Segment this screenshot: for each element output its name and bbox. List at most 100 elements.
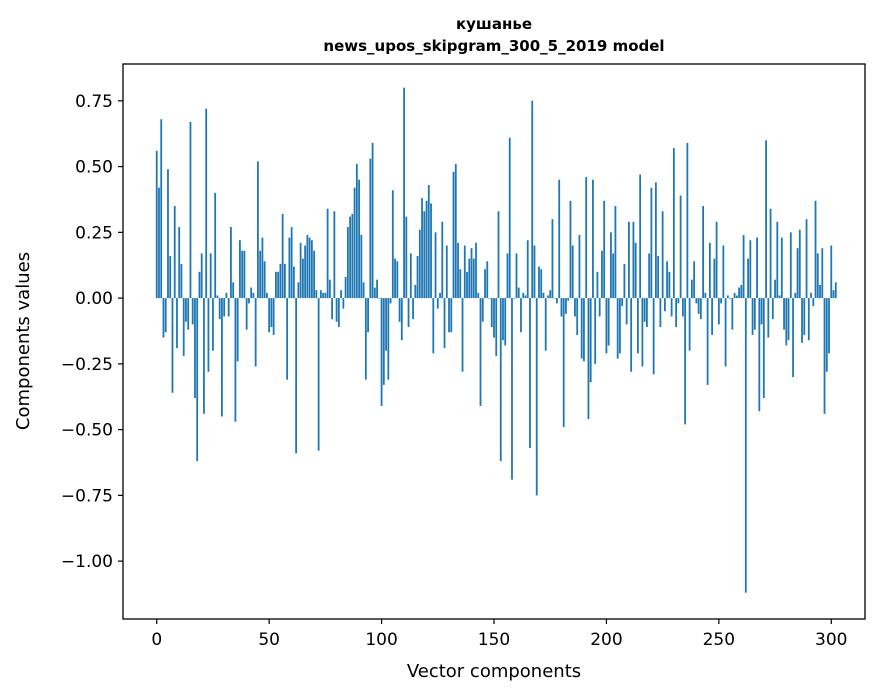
bar-component-41: [248, 298, 250, 304]
bar-component-83: [342, 298, 345, 309]
y-tick-label: −1.00: [61, 552, 113, 572]
bar-component-148: [488, 298, 491, 299]
bar-component-297: [823, 298, 826, 414]
bar-component-204: [614, 206, 617, 299]
bar-component-92: [362, 282, 365, 299]
bar-component-43: [252, 292, 255, 299]
bar-component-257: [733, 292, 736, 299]
bar-component-156: [506, 253, 509, 299]
bar-component-180: [560, 298, 563, 317]
bar-component-112: [407, 298, 410, 328]
bar-component-174: [547, 295, 549, 299]
bar-component-46: [259, 250, 262, 299]
bar-component-163: [522, 292, 525, 299]
bar-component-249: [715, 221, 718, 299]
bar-component-4: [164, 298, 167, 333]
bar-component-176: [551, 219, 554, 299]
bar-component-168: [533, 245, 536, 299]
y-tick-label: −0.25: [61, 355, 113, 375]
y-axis-label: Components values: [13, 252, 34, 430]
bar-component-185: [571, 245, 574, 299]
bar-component-31: [225, 292, 228, 299]
bar-component-289: [805, 219, 808, 299]
bar-component-138: [466, 271, 468, 299]
bar-component-247: [711, 298, 713, 335]
bar-component-206: [619, 298, 621, 354]
bar-component-227: [666, 261, 669, 299]
bar-component-124: [434, 232, 437, 299]
bar-component-175: [549, 290, 552, 299]
bar-component-243: [702, 206, 705, 299]
bar-component-98: [376, 279, 378, 299]
bar-component-212: [632, 221, 635, 299]
bar-component-252: [722, 245, 725, 299]
bar-component-126: [439, 292, 441, 299]
bar-component-51: [270, 298, 273, 328]
bar-component-198: [601, 250, 603, 299]
bar-component-15: [189, 121, 192, 299]
bar-component-27: [216, 295, 219, 299]
bar-component-239: [693, 261, 696, 299]
bar-component-94: [367, 298, 369, 333]
bar-component-231: [675, 298, 678, 328]
bar-component-195: [594, 298, 597, 364]
bar-component-230: [672, 148, 675, 299]
bar-component-115: [414, 284, 417, 299]
bar-component-73: [319, 290, 322, 299]
bar-component-158: [511, 298, 513, 480]
bar-component-144: [479, 298, 482, 406]
bar-component-9: [176, 298, 178, 349]
bar-component-268: [758, 298, 761, 412]
bar-component-28: [218, 298, 221, 320]
bar-component-39: [243, 250, 246, 299]
bar-component-113: [409, 253, 412, 299]
bar-component-275: [774, 279, 776, 299]
bar-component-97: [373, 287, 376, 299]
bar-component-130: [448, 298, 450, 333]
bar-component-95: [369, 158, 372, 299]
bar-component-285: [796, 248, 799, 299]
bar-component-106: [394, 258, 396, 299]
bar-component-2: [160, 119, 163, 299]
bar-component-71: [315, 290, 318, 299]
bar-component-192: [587, 298, 590, 420]
bar-component-266: [753, 298, 756, 330]
bar-component-224: [659, 298, 662, 328]
bar-component-52: [272, 298, 275, 335]
bar-component-36: [236, 298, 239, 362]
bar-component-32: [227, 298, 230, 317]
bar-component-154: [502, 298, 504, 341]
bar-component-12: [182, 298, 185, 356]
bar-component-272: [767, 298, 770, 338]
bar-component-90: [358, 179, 360, 299]
bar-component-179: [558, 179, 561, 299]
bar-component-45: [257, 161, 259, 299]
bar-component-223: [657, 256, 660, 299]
bar-component-295: [819, 284, 821, 299]
bar-component-299: [828, 298, 830, 354]
bar-component-100: [380, 298, 383, 406]
bar-component-263: [747, 258, 749, 299]
bar-component-215: [639, 174, 642, 299]
bar-component-255: [729, 298, 731, 299]
bar-component-104: [389, 298, 392, 304]
bar-component-162: [520, 298, 522, 333]
bar-component-62: [295, 298, 298, 454]
bar-component-183: [567, 298, 570, 301]
bar-component-132: [452, 171, 455, 299]
bar-component-125: [436, 298, 439, 309]
plot-frame: [122, 63, 866, 620]
bar-component-146: [484, 269, 486, 299]
bar-component-89: [355, 163, 358, 299]
bar-component-60: [290, 227, 293, 299]
bar-component-80: [335, 298, 338, 322]
bar-component-216: [641, 298, 644, 367]
bar-component-72: [317, 298, 320, 451]
bar-component-133: [454, 163, 457, 299]
bar-component-134: [457, 242, 459, 299]
bar-component-88: [353, 187, 356, 299]
bar-component-123: [432, 298, 435, 354]
bar-component-143: [477, 292, 480, 299]
bar-component-208: [623, 263, 626, 299]
bar-component-181: [562, 298, 565, 427]
